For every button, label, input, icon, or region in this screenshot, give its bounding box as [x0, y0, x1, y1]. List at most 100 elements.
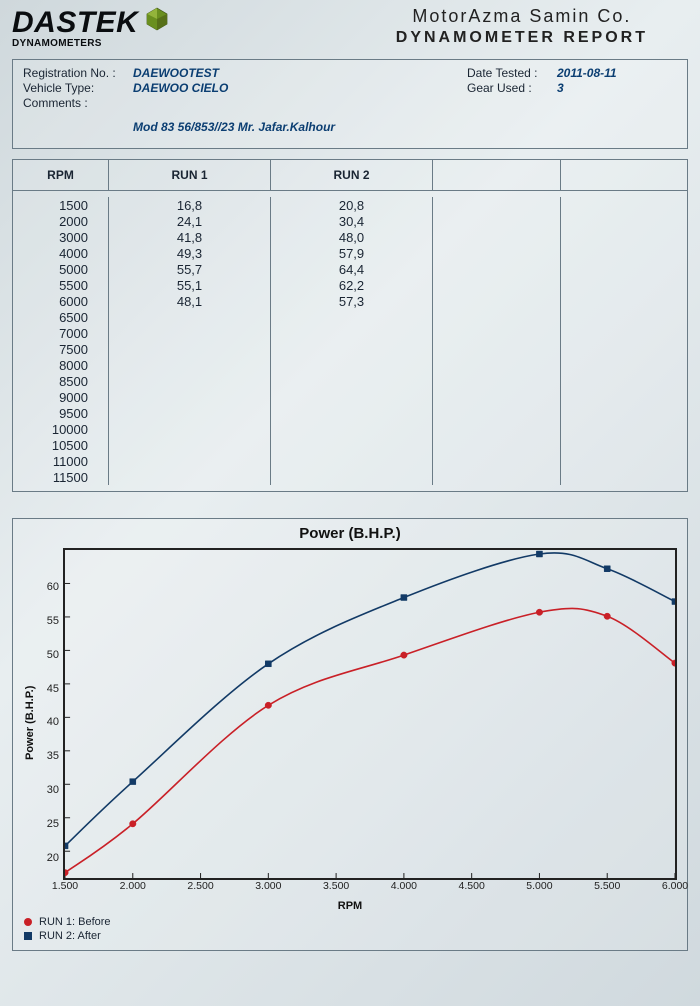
cell-spare: [433, 469, 561, 485]
info-panel: Registration No. : DAEWOOTEST Vehicle Ty…: [12, 59, 688, 149]
cell-spare: [561, 453, 688, 469]
registration-value: DAEWOOTEST: [133, 66, 219, 80]
col-header-run2: RUN 2: [271, 160, 433, 190]
table-row: 300041,848,0: [13, 229, 687, 245]
cell-spare: [433, 309, 561, 325]
cell-run2: [271, 405, 433, 421]
chart-series-line: [65, 608, 675, 872]
cell-rpm: 8000: [13, 357, 109, 373]
registration-label: Registration No. :: [23, 66, 133, 80]
company-block: MotorAzma Samin Co. DYNAMOMETER REPORT: [396, 6, 648, 47]
vehicle-value: DAEWOO CIELO: [133, 81, 228, 95]
cell-rpm: 6000: [13, 293, 109, 309]
cell-spare: [561, 261, 688, 277]
cell-run2: [271, 469, 433, 485]
cell-run1: [109, 373, 271, 389]
y-tick-label: 35: [47, 750, 59, 762]
cell-run1: [109, 357, 271, 373]
legend-symbol: [23, 917, 33, 927]
cell-spare: [561, 229, 688, 245]
cell-run2: [271, 453, 433, 469]
cell-spare: [433, 373, 561, 389]
cell-run1: [109, 453, 271, 469]
cell-spare: [433, 405, 561, 421]
chart-marker: [65, 869, 68, 875]
cell-rpm: 3000: [13, 229, 109, 245]
x-tick-label: 1.500: [52, 880, 78, 892]
cell-spare: [433, 389, 561, 405]
cell-run1: [109, 341, 271, 357]
cell-rpm: 9500: [13, 405, 109, 421]
cell-run2: [271, 389, 433, 405]
cell-spare: [433, 325, 561, 341]
y-axis-ticks: 202530354045505560: [37, 548, 63, 898]
cell-rpm: 2000: [13, 213, 109, 229]
cell-rpm: 6500: [13, 309, 109, 325]
cell-run2: [271, 341, 433, 357]
cell-run2: [271, 421, 433, 437]
date-value: 2011-08-11: [557, 66, 617, 80]
cell-rpm: 5000: [13, 261, 109, 277]
cell-run2: [271, 357, 433, 373]
legend-label: RUN 2: After: [39, 930, 101, 942]
cell-spare: [561, 405, 688, 421]
table-row: 6500: [13, 309, 687, 325]
cell-spare: [561, 437, 688, 453]
y-tick-label: 45: [47, 683, 59, 695]
table-body: 150016,820,8200024,130,4300041,848,04000…: [13, 191, 687, 491]
x-axis-ticks: 1.5002.0002.5003.0003.5004.0004.5005.000…: [65, 880, 675, 894]
table-row: 600048,157,3: [13, 293, 687, 309]
chart-legend: RUN 1: Before RUN 2: After: [23, 916, 677, 942]
legend-label: RUN 1: Before: [39, 916, 111, 928]
chart-plot: 1.5002.0002.5003.0003.5004.0004.5005.000…: [63, 548, 677, 880]
cell-spare: [433, 293, 561, 309]
cell-run2: 57,3: [271, 293, 433, 309]
cell-spare: [433, 277, 561, 293]
y-tick-label: 20: [47, 852, 59, 864]
cell-run1: [109, 309, 271, 325]
data-table: RPM RUN 1 RUN 2 150016,820,8200024,130,4…: [12, 159, 688, 492]
cell-run1: [109, 469, 271, 485]
y-tick-label: 55: [47, 615, 59, 627]
col-header-rpm: RPM: [13, 160, 109, 190]
col-header-run1: RUN 1: [109, 160, 271, 190]
chart-marker: [672, 660, 675, 666]
cell-run1: 48,1: [109, 293, 271, 309]
x-axis-label: RPM: [23, 900, 677, 912]
comments-value: Mod 83 56/853//23 Mr. Jafar.Kalhour: [133, 120, 467, 134]
cell-spare: [433, 437, 561, 453]
cell-rpm: 4000: [13, 245, 109, 261]
chart-marker: [130, 779, 136, 785]
cell-run1: 41,8: [109, 229, 271, 245]
cell-spare: [433, 341, 561, 357]
chart-svg: [65, 550, 675, 878]
cell-spare: [561, 197, 688, 213]
x-tick-label: 2.500: [187, 880, 213, 892]
report-header: DASTEK DYNAMOMETERS MotorAzma Samin Co. …: [12, 6, 688, 59]
report-title: DYNAMOMETER REPORT: [396, 29, 648, 47]
cell-spare: [433, 261, 561, 277]
y-tick-label: 30: [47, 784, 59, 796]
cell-run1: [109, 405, 271, 421]
table-header: RPM RUN 1 RUN 2: [13, 160, 687, 191]
table-row: 10000: [13, 421, 687, 437]
cell-spare: [561, 469, 688, 485]
y-tick-label: 60: [47, 581, 59, 593]
y-axis-label: Power (B.H.P.): [23, 548, 37, 898]
cell-spare: [433, 421, 561, 437]
y-tick-label: 50: [47, 649, 59, 661]
table-row: 8000: [13, 357, 687, 373]
cell-run2: 48,0: [271, 229, 433, 245]
page: DASTEK DYNAMOMETERS MotorAzma Samin Co. …: [0, 0, 700, 1006]
table-row: 10500: [13, 437, 687, 453]
cell-spare: [561, 277, 688, 293]
legend-item: RUN 1: Before: [23, 916, 677, 928]
cell-rpm: 9000: [13, 389, 109, 405]
logo-icon: [144, 6, 170, 35]
chart-marker: [401, 652, 408, 658]
x-tick-label: 2.000: [120, 880, 146, 892]
y-tick-label: 25: [47, 818, 59, 830]
cell-rpm: 11000: [13, 453, 109, 469]
cell-run1: 16,8: [109, 197, 271, 213]
table-row: 150016,820,8: [13, 197, 687, 213]
